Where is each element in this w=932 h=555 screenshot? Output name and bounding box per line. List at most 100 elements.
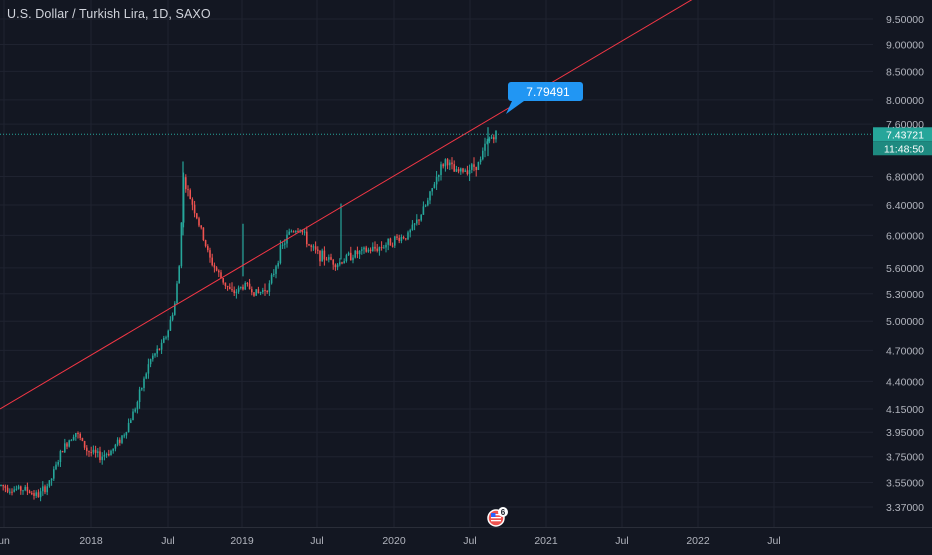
- candle-body: [374, 246, 376, 249]
- candle-body: [334, 264, 337, 268]
- candle-body: [464, 170, 466, 172]
- candle-body: [132, 411, 134, 421]
- candle-body: [420, 214, 422, 221]
- candle-body: [44, 486, 46, 493]
- candle-body: [438, 174, 440, 177]
- candle-body: [367, 249, 370, 252]
- candle-body: [429, 191, 431, 201]
- candle-body: [108, 453, 110, 456]
- candle-body: [116, 439, 119, 445]
- candle-body: [145, 373, 147, 379]
- candle-body: [72, 436, 75, 441]
- candle-body: [79, 433, 81, 438]
- candle-body: [292, 231, 295, 233]
- candle-body: [303, 231, 306, 233]
- candle-body: [279, 245, 282, 264]
- candle-body: [466, 170, 469, 175]
- us-flag-event-icon[interactable]: 6: [486, 507, 508, 527]
- candle-body: [130, 420, 132, 423]
- candle-body: [70, 440, 73, 442]
- candle-body: [400, 237, 403, 242]
- candle-body: [451, 162, 453, 165]
- candle-body: [55, 464, 57, 470]
- candle-body: [332, 259, 334, 265]
- candle-body: [222, 278, 224, 283]
- candle-body: [354, 250, 356, 258]
- candle-body: [121, 435, 123, 443]
- candle-body: [411, 224, 414, 231]
- candle-body: [75, 432, 77, 437]
- candle-body: [262, 289, 264, 293]
- time-tick-label: Jul: [615, 535, 628, 547]
- candle-body: [471, 164, 473, 170]
- candle-body: [237, 287, 240, 292]
- candle-body: [220, 272, 222, 279]
- candle-body: [275, 266, 277, 274]
- candle-body: [385, 244, 387, 248]
- candle-body: [42, 486, 44, 492]
- candle-body: [336, 264, 339, 268]
- candle-body: [255, 289, 257, 296]
- candle-body: [11, 491, 13, 493]
- candle-body: [215, 267, 218, 271]
- candle-body: [125, 432, 128, 436]
- time-tick-label: Jul: [161, 535, 174, 547]
- trendline[interactable]: 7.79491: [0, 0, 700, 410]
- candle-body: [233, 290, 235, 294]
- price-tick-label: 5.00000: [886, 316, 924, 328]
- candle-body: [81, 437, 84, 441]
- candle-body: [251, 289, 253, 293]
- last-price-tag: [873, 127, 932, 142]
- candle-body: [365, 247, 367, 252]
- candle-body: [110, 450, 112, 456]
- price-axis[interactable]: 9.50000 9.00000 8.50000 8.00000 7.60000 6.800…: [886, 14, 924, 514]
- candle-body: [46, 486, 48, 493]
- candle-body: [158, 348, 161, 350]
- candle-body: [147, 364, 150, 374]
- candle-body: [493, 137, 495, 140]
- candle-body: [405, 238, 407, 240]
- candle-body: [266, 290, 268, 292]
- candle-body: [482, 150, 484, 160]
- candle-body: [473, 164, 475, 167]
- candle-body: [277, 263, 279, 267]
- price-tick-label: 9.00000: [886, 39, 924, 51]
- candle-body: [413, 223, 416, 225]
- price-tick-label: 9.50000: [886, 14, 924, 26]
- candle-body: [48, 480, 51, 487]
- candle-body: [394, 236, 396, 246]
- candle-body: [143, 378, 145, 388]
- candle-body: [207, 246, 209, 251]
- candle-body: [86, 447, 88, 452]
- candle-body: [372, 246, 374, 251]
- candle-body: [211, 257, 213, 266]
- candle-body: [224, 282, 227, 286]
- candle-body: [457, 169, 460, 172]
- candle-body: [156, 348, 158, 354]
- candle-body: [119, 439, 121, 443]
- candle-body: [68, 440, 70, 447]
- candle-body: [9, 491, 11, 493]
- time-tick-label: 2022: [686, 535, 710, 547]
- candle-body: [409, 230, 411, 233]
- time-tick-label: Jul: [310, 535, 323, 547]
- time-axis[interactable]: un 2018 Jul 2019 Jul 2020 Jul 2021 Jul 2022 Jul: [0, 527, 932, 548]
- candle-body: [402, 237, 405, 239]
- candle-body: [288, 231, 290, 235]
- price-tick-label: 3.55000: [886, 477, 924, 489]
- candle-body: [378, 247, 381, 251]
- candle-body: [149, 359, 152, 365]
- candle-body: [77, 432, 79, 434]
- candle-body: [246, 282, 249, 284]
- candle-body: [152, 355, 154, 360]
- candle-body: [103, 454, 106, 457]
- candle-body: [488, 138, 491, 142]
- candle-body: [253, 292, 255, 296]
- candle-body: [99, 451, 101, 461]
- candle-body: [257, 289, 260, 294]
- time-tick-label: 2019: [230, 535, 254, 547]
- candle-body: [37, 492, 40, 498]
- candle-body: [33, 493, 35, 496]
